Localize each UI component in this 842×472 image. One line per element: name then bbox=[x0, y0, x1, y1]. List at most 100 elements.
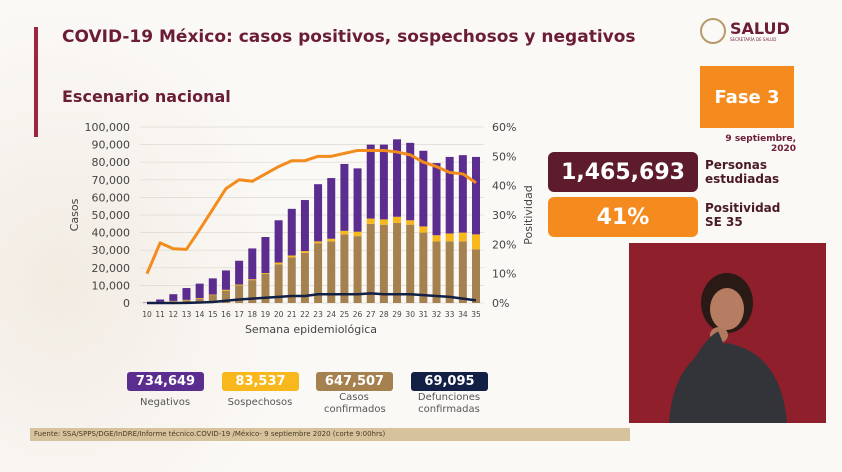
bar-negativos bbox=[156, 299, 165, 303]
bar-confirmados bbox=[419, 232, 428, 303]
bar-confirmados bbox=[261, 273, 270, 303]
bar-sospechosos bbox=[327, 238, 336, 242]
bar-sospechosos bbox=[393, 216, 402, 223]
bar-negativos bbox=[353, 168, 362, 232]
bar-sospechosos bbox=[472, 234, 480, 250]
studied-value: 1,465,693 bbox=[548, 152, 698, 192]
x-tick-label: 14 bbox=[195, 310, 205, 319]
report-date: 9 septiembre, 2020 bbox=[725, 134, 796, 154]
y-tick-label: 10,000 bbox=[92, 279, 131, 292]
x-tick-label: 30 bbox=[405, 310, 415, 319]
y2-tick-label: 20% bbox=[492, 238, 516, 251]
title-accent-bar bbox=[34, 27, 38, 137]
bar-confirmados bbox=[458, 241, 467, 303]
bar-sospechosos bbox=[208, 294, 217, 296]
bar-negativos bbox=[458, 155, 467, 233]
bar-negativos bbox=[340, 163, 349, 231]
x-tick-label: 20 bbox=[274, 310, 284, 319]
bar-confirmados bbox=[327, 241, 336, 303]
bar-negativos bbox=[300, 200, 309, 252]
x-tick-label: 19 bbox=[261, 310, 271, 319]
x-tick-label: 13 bbox=[182, 310, 192, 319]
bar-confirmados bbox=[393, 222, 402, 303]
x-tick-label: 21 bbox=[287, 310, 297, 319]
bar-sospechosos bbox=[221, 289, 230, 291]
bar-sospechosos bbox=[406, 220, 415, 225]
bar-negativos bbox=[406, 142, 415, 221]
bar-sospechosos bbox=[287, 255, 296, 258]
bar-confirmados bbox=[287, 257, 296, 303]
x-tick-label: 29 bbox=[392, 310, 402, 319]
y2-tick-label: 40% bbox=[492, 180, 516, 193]
y-tick-label: 20,000 bbox=[92, 262, 131, 275]
bar-negativos bbox=[248, 248, 257, 280]
y-tick-label: 100,000 bbox=[85, 121, 131, 134]
x-tick-label: 33 bbox=[445, 310, 455, 319]
y-tick-label: 40,000 bbox=[92, 227, 131, 240]
bar-confirmados bbox=[472, 249, 480, 303]
bar-confirmados bbox=[340, 234, 349, 303]
y2-tick-label: 60% bbox=[492, 121, 516, 134]
seal-icon bbox=[700, 18, 726, 44]
suspects-badge: 83,537 bbox=[222, 372, 299, 391]
y-tick-label: 30,000 bbox=[92, 244, 131, 257]
bar-negativos bbox=[379, 144, 388, 220]
bar-negativos bbox=[261, 237, 270, 274]
bar-sospechosos bbox=[248, 279, 257, 281]
bar-negativos bbox=[445, 156, 454, 234]
bar-negativos bbox=[235, 260, 244, 285]
bar-negativos bbox=[393, 139, 402, 217]
bar-sospechosos bbox=[458, 232, 467, 242]
bar-sospechosos bbox=[379, 219, 388, 225]
positivity-value: 41% bbox=[548, 197, 698, 237]
confirmed-badge: 647,507 bbox=[316, 372, 393, 391]
bar-sospechosos bbox=[432, 235, 441, 242]
bar-sospechosos bbox=[195, 298, 204, 299]
bar-sospechosos bbox=[314, 241, 323, 244]
studied-label: Personas estudiadas bbox=[705, 158, 780, 186]
x-tick-label: 17 bbox=[234, 310, 244, 319]
bar-confirmados bbox=[445, 241, 454, 303]
x-tick-label: 32 bbox=[432, 310, 442, 319]
x-tick-label: 10 bbox=[142, 310, 152, 319]
bar-sospechosos bbox=[261, 273, 270, 274]
y2-axis-label: Positividad bbox=[522, 185, 535, 244]
x-tick-label: 26 bbox=[353, 310, 363, 319]
y-tick-label: 0 bbox=[123, 297, 130, 310]
bar-negativos bbox=[287, 208, 296, 256]
bar-sospechosos bbox=[274, 262, 283, 265]
y-tick-label: 70,000 bbox=[92, 174, 131, 187]
bar-sospechosos bbox=[300, 251, 309, 253]
bar-confirmados bbox=[406, 224, 415, 303]
y2-tick-label: 0% bbox=[492, 297, 509, 310]
bar-confirmados bbox=[274, 264, 283, 303]
x-tick-label: 12 bbox=[169, 310, 179, 319]
salud-logo: SALUD SECRETARÍA DE SALUD bbox=[700, 18, 790, 44]
bar-negativos bbox=[327, 178, 336, 239]
bar-negativos bbox=[221, 270, 230, 290]
deaths-label: Defunciones confirmadas bbox=[417, 392, 481, 415]
bar-confirmados bbox=[366, 223, 375, 303]
x-tick-label: 28 bbox=[379, 310, 389, 319]
y-tick-label: 80,000 bbox=[92, 156, 131, 169]
bar-sospechosos bbox=[419, 226, 428, 233]
x-tick-label: 34 bbox=[458, 310, 468, 319]
deaths-badge: 69,095 bbox=[411, 372, 488, 391]
negatives-badge: 734,649 bbox=[127, 372, 204, 391]
x-tick-label: 35 bbox=[471, 310, 481, 319]
bar-sospechosos bbox=[182, 299, 191, 301]
page-title: COVID-19 México: casos positivos, sospec… bbox=[62, 27, 636, 47]
bar-confirmados bbox=[353, 236, 362, 303]
y-tick-label: 60,000 bbox=[92, 191, 131, 204]
bar-negativos bbox=[419, 150, 428, 227]
bar-negativos bbox=[472, 156, 480, 235]
bar-confirmados bbox=[432, 241, 441, 303]
y2-tick-label: 10% bbox=[492, 268, 516, 281]
bar-negativos bbox=[366, 144, 375, 219]
background-pattern bbox=[0, 0, 300, 472]
positivity-label: Positividad SE 35 bbox=[705, 201, 781, 229]
interpreter-figure bbox=[669, 273, 787, 423]
x-tick-label: 16 bbox=[221, 310, 231, 319]
bar-sospechosos bbox=[340, 230, 349, 235]
